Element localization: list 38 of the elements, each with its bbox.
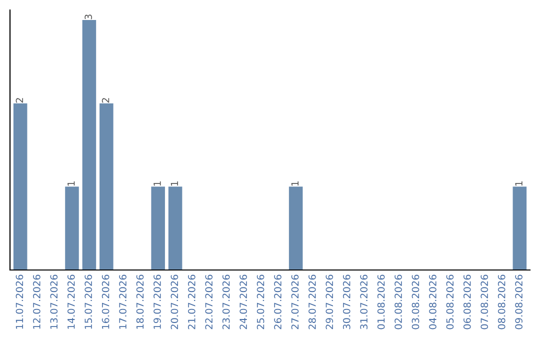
x-tick-label: 17.07.2026 [119,274,126,329]
x-tick-label: 25.07.2026 [256,274,264,330]
data-label: 1 [291,181,299,186]
x-tick-label: 12.07.2026 [33,274,40,329]
x-tick-label: 22.07.2026 [205,274,213,330]
x-tick-label: 03.08.2026 [412,274,420,330]
x-tick-label: 31.07.2026 [360,274,368,330]
x-tick-label: 02.08.2026 [394,274,402,330]
data-label: 1 [170,181,178,186]
x-tick-label: 13.07.2026 [50,274,58,329]
x-tick-label: 16.07.2026 [102,274,110,329]
data-label: 1 [68,181,75,186]
data-label: 3 [84,14,92,20]
x-tick-label: 24.07.2026 [240,274,247,330]
x-tick-label: 05.08.2026 [446,274,454,330]
x-tick-label: 08.08.2026 [498,274,506,330]
x-tick-label: 11.07.2026 [16,274,24,329]
x-tick-label: 27.07.2026 [291,274,299,330]
data-label: 2 [16,98,24,103]
data-label: 1 [154,181,161,186]
x-tick-label: 07.08.2026 [480,274,488,330]
x-tick-label: 29.07.2026 [326,274,334,330]
x-tick-label: 30.07.2026 [342,274,350,330]
x-tick-label: 20.07.2026 [170,274,178,330]
x-tick-label: 23.07.2026 [222,274,230,330]
x-tick-label: 28.07.2026 [308,274,316,330]
x-tick-label: 14.07.2026 [67,274,75,329]
x-tick-label: 15.07.2026 [84,274,92,329]
x-tick-label: 04.08.2026 [429,274,436,330]
x-tick-label: 26.07.2026 [274,274,282,330]
x-tick-label: 01.08.2026 [377,274,385,330]
x-tick-label: 19.07.2026 [154,274,161,329]
data-label: 2 [102,98,110,103]
x-tick-label: 18.07.2026 [136,274,144,329]
x-tick-label: 21.07.2026 [188,274,196,330]
x-tick-label: 06.08.2026 [463,274,471,330]
x-tick-label: 09.08.2026 [515,274,522,330]
data-label: 1 [515,181,522,186]
